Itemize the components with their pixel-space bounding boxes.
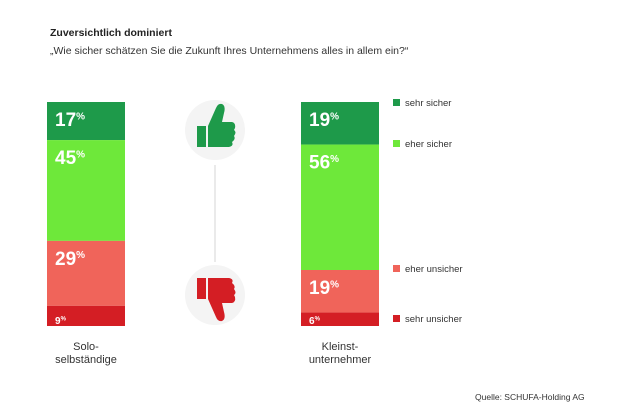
legend-label-eher-sicher: eher sicher: [405, 139, 452, 150]
thumbs-down-icon: [208, 278, 236, 322]
thumbs-down-icon-cuff: [197, 278, 206, 299]
category-label-2: Kleinst-unternehmer: [309, 341, 372, 366]
value-label-eher-unsicher-2: 19%: [309, 278, 339, 299]
source-note: Quelle: SCHUFA-Holding AG: [475, 392, 585, 402]
legend-swatch-sehr-sicher: [393, 99, 400, 106]
thumbs-up-icon: [208, 103, 236, 147]
legend-swatch-sehr-unsicher: [393, 315, 400, 322]
thumbs-up-icon-cuff: [197, 126, 206, 147]
value-label-sehr-sicher-2: 19%: [309, 110, 339, 131]
legend-swatch-eher-sicher: [393, 140, 400, 147]
chart-subtitle: „Wie sicher schätzen Sie die Zukunft Ihr…: [50, 45, 409, 57]
value-label-sehr-sicher-1: 17%: [55, 110, 85, 131]
value-label-sehr-unsicher-2: 6%: [309, 316, 321, 327]
value-label-eher-sicher-1: 45%: [55, 148, 85, 169]
value-label-eher-unsicher-1: 29%: [55, 249, 85, 270]
bar-eher-unsicher-1: [47, 240, 125, 306]
legend-label-eher-unsicher: eher unsicher: [405, 264, 463, 275]
bar-eher-unsicher-2: [301, 270, 379, 313]
bar-sehr-unsicher-1: [47, 305, 125, 326]
bar-sehr-sicher-1: [47, 102, 125, 141]
legend-label-sehr-unsicher: sehr unsicher: [405, 314, 462, 325]
chart-title: Zuversichtlich dominiert: [50, 27, 172, 39]
legend-label-sehr-sicher: sehr sicher: [405, 98, 451, 109]
value-label-sehr-unsicher-1: 9%: [55, 316, 67, 327]
bar-sehr-unsicher-2: [301, 312, 379, 326]
legend-swatch-eher-unsicher: [393, 265, 400, 272]
value-label-eher-sicher-2: 56%: [309, 153, 339, 174]
bar-eher-sicher-1: [47, 140, 125, 241]
category-label-1: Solo-selbständige: [55, 341, 117, 366]
bar-eher-sicher-2: [301, 144, 379, 270]
bar-sehr-sicher-2: [301, 102, 379, 145]
